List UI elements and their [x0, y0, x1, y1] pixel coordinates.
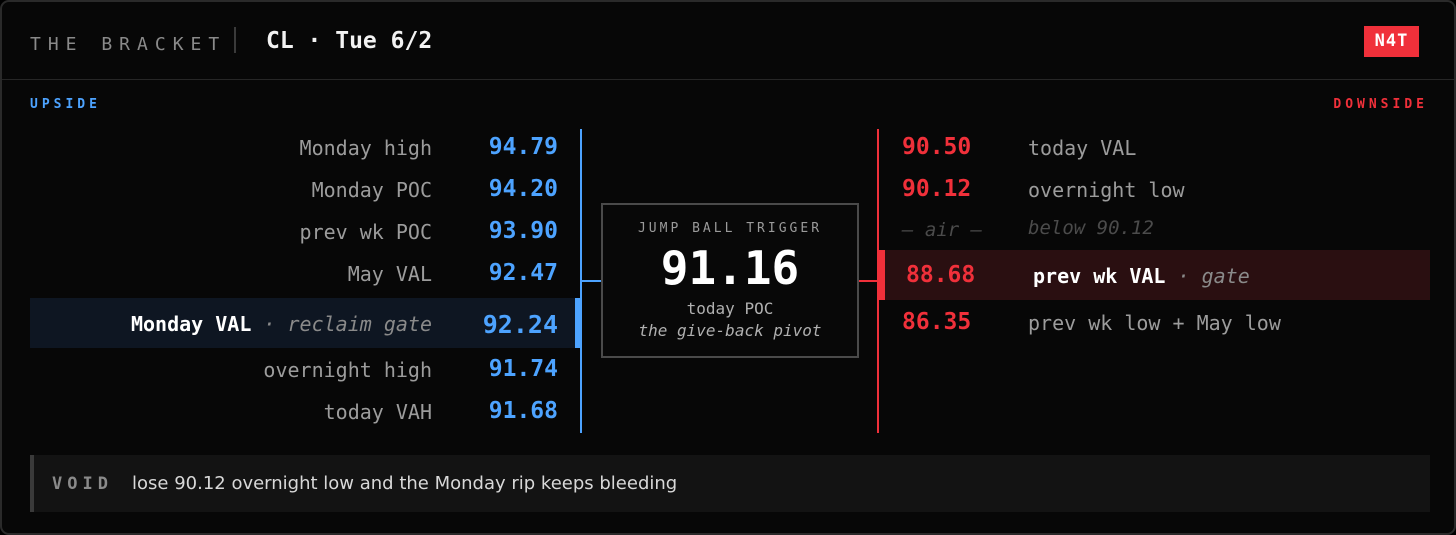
- level-name: today VAH: [323, 400, 432, 424]
- trigger-subtitle: today POC: [686, 299, 774, 318]
- level-price: 91.74: [488, 356, 558, 382]
- void-callout: VOID lose 90.12 overnight low and the Mo…: [30, 455, 1430, 512]
- level-name: Monday POC: [311, 178, 432, 202]
- gate-level-name: Monday VAL: [130, 312, 252, 336]
- level-price: 88.68: [906, 262, 976, 288]
- level-name: Monday VAL · reclaim gate: [131, 312, 432, 336]
- author-badge: N4T: [1364, 26, 1419, 57]
- downside-level-row: 90.50 today VAL: [878, 128, 1430, 170]
- upside-level-row: Monday POC 94.20: [30, 170, 582, 212]
- upside-label: UPSIDE: [30, 97, 101, 112]
- level-price: 94.20: [488, 176, 558, 202]
- downside-level-row: 90.12 overnight low: [878, 170, 1430, 212]
- upside-level-row: today VAH 91.68: [30, 392, 582, 434]
- void-message: lose 90.12 overnight low and the Monday …: [132, 473, 678, 494]
- downside-level-row: 86.35 prev wk low + May low: [878, 303, 1430, 345]
- upside-bracket-line: [580, 129, 582, 433]
- gate-note: · gate: [1177, 264, 1250, 288]
- trigger-note: the give-back pivot: [638, 321, 822, 340]
- upside-level-row: prev wk POC 93.90: [30, 212, 582, 254]
- upside-level-row: May VAL 92.47: [30, 254, 582, 296]
- level-name: Monday high: [299, 136, 432, 160]
- downside-connector: [859, 280, 877, 282]
- level-price: 86.35: [902, 309, 972, 335]
- downside-air-gap-row: — air — below 90.12: [878, 209, 1430, 251]
- level-name: overnight high: [263, 358, 432, 382]
- downside-label: DOWNSIDE: [1333, 97, 1428, 112]
- level-price: 90.12: [902, 176, 972, 202]
- level-name: today VAL: [1028, 136, 1137, 160]
- gate-note: · reclaim gate: [263, 312, 432, 336]
- downside-gate-marker: [878, 250, 885, 300]
- upside-level-row: overnight high 91.74: [30, 350, 582, 392]
- downside-gate-row: 88.68 prev wk VAL · gate: [878, 250, 1430, 300]
- trigger-box: JUMP BALL TRIGGER 91.16 today POC the gi…: [601, 203, 859, 358]
- level-price: 92.24: [482, 310, 558, 339]
- level-price: 91.68: [488, 398, 558, 424]
- level-price: 94.79: [488, 134, 558, 160]
- session-title: CL · Tue 6/2: [266, 28, 433, 54]
- level-name: prev wk low + May low: [1028, 311, 1281, 335]
- upside-level-row: Monday high 94.79: [30, 128, 582, 170]
- brand-title: THE BRACKET: [30, 34, 227, 55]
- header: THE BRACKET CL · Tue 6/2 N4T: [2, 2, 1454, 80]
- level-name: May VAL: [347, 262, 432, 286]
- level-price: 93.90: [488, 218, 558, 244]
- upside-connector: [582, 280, 601, 282]
- level-price: 92.47: [488, 260, 558, 286]
- trigger-label: JUMP BALL TRIGGER: [637, 221, 823, 236]
- void-label: VOID: [52, 474, 113, 494]
- gate-level-name: prev wk VAL: [1033, 264, 1166, 288]
- upside-gate-marker: [575, 298, 582, 348]
- level-name: overnight low: [1028, 178, 1185, 202]
- level-name: prev wk POC: [299, 220, 432, 244]
- header-divider: [234, 27, 236, 53]
- upside-gate-row: Monday VAL · reclaim gate 92.24: [30, 298, 582, 348]
- air-gap-label: — air —: [902, 219, 983, 241]
- trigger-price: 91.16: [660, 241, 800, 295]
- level-price: 90.50: [902, 134, 972, 160]
- level-name: prev wk VAL · gate: [1033, 264, 1250, 288]
- air-gap-note: below 90.12: [1028, 217, 1154, 239]
